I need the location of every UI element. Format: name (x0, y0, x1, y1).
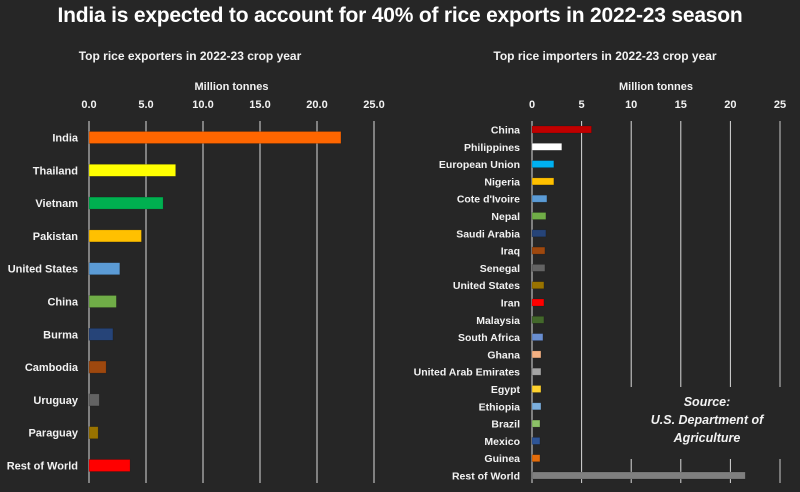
exporters-category-label: Vietnam (35, 198, 78, 210)
importers-category-label: Egypt (491, 384, 521, 396)
importers-tick-label: 20 (724, 99, 736, 111)
exporters-bar (88, 229, 142, 243)
importers-tick-label: 0 (529, 99, 535, 111)
importers-category-label: Ethiopia (479, 401, 521, 413)
importers-category-label: Brazil (491, 419, 520, 431)
importers-bar (531, 177, 555, 186)
importers-category-label: Senegal (480, 263, 520, 275)
importers-bar (531, 471, 746, 480)
exporters-tick-label: 5.0 (138, 99, 153, 111)
exporters-category-label: India (52, 133, 79, 145)
importers-category-label: Iraq (501, 246, 520, 258)
importers-category-label: Iran (501, 298, 520, 310)
importers-bar (531, 402, 542, 411)
importers-category-label: Ghana (487, 349, 520, 361)
importers-bar (531, 419, 541, 428)
main-title: India is expected to account for 40% of … (57, 4, 743, 27)
importers-bar (531, 264, 546, 272)
importers-category-label: Mexico (484, 436, 520, 448)
exporters-bar (88, 164, 176, 177)
importers-bar (531, 281, 545, 290)
importers-bar (531, 212, 547, 220)
importers-category-label: Cote d'Ivoire (457, 194, 520, 206)
exporters-category-label: United States (8, 264, 78, 276)
importers-bar (531, 194, 548, 203)
importers-chart-title: Top rice importers in 2022-23 crop year (493, 49, 717, 63)
importers-category-label: Rest of World (452, 471, 520, 483)
source-label: Source: (683, 395, 731, 409)
importers-bar (531, 143, 563, 151)
source-org-line1: U.S. Department of (650, 413, 764, 427)
importers-bar (531, 246, 546, 255)
exporters-category-label: Cambodia (25, 362, 79, 374)
exporters-tick-label: 10.0 (192, 99, 213, 111)
exporters-bar (88, 360, 107, 374)
importers-bar (531, 350, 542, 359)
exporters-tick-label: 0.0 (81, 99, 96, 111)
importers-axis-label: Million tonnes (619, 81, 693, 93)
importers-bar (531, 454, 541, 463)
importers-bar (531, 298, 545, 307)
exporters-category-label: China (47, 297, 78, 309)
exporters-category-label: Paraguay (28, 428, 78, 440)
importers-bar (531, 333, 544, 341)
importers-tick-label: 25 (774, 99, 786, 111)
importers-bar (531, 160, 555, 168)
exporters-category-label: Thailand (33, 165, 78, 177)
exporters-category-label: Burma (43, 329, 79, 341)
importers-category-label: United States (453, 280, 520, 292)
exporters-bar (88, 295, 117, 308)
importers-bar (531, 315, 545, 324)
importers-bar (531, 385, 542, 393)
exporters-chart: Million tonnes 0.0 5.0 10.0 15.0 20.0 25.0 Indi… (7, 81, 385, 483)
importers-category-label: Guinea (484, 453, 520, 465)
source-note: Source: U.S. Department of Agriculture (622, 387, 792, 459)
importers-category-label: Nepal (491, 211, 520, 223)
exporters-tick-label: 25.0 (363, 99, 384, 111)
importers-bar (531, 437, 541, 445)
importers-category-label: China (491, 125, 520, 137)
exporters-category-label: Pakistan (33, 231, 79, 243)
exporters-bar (88, 459, 131, 472)
importers-bar (531, 229, 547, 238)
importers-tick-label: 10 (625, 99, 637, 111)
exporters-chart-title: Top rice exporters in 2022-23 crop year (78, 49, 302, 63)
importers-category-label: European Union (439, 159, 520, 171)
importers-category-label: Philippines (464, 142, 520, 154)
importers-tick-label: 5 (579, 99, 585, 111)
importers-bar (531, 367, 542, 376)
importers-category-label: Nigeria (484, 176, 520, 188)
importers-category-label: Malaysia (476, 315, 520, 327)
exporters-tick-label: 15.0 (249, 99, 270, 111)
importers-category-label: South Africa (458, 332, 520, 344)
exporters-bar (88, 327, 114, 341)
source-org-line2: Agriculture (673, 431, 741, 445)
exporters-category-label: Uruguay (33, 395, 79, 407)
exporters-bar (88, 262, 121, 276)
exporters-axis-label: Million tonnes (195, 81, 269, 93)
exporters-bar (88, 393, 100, 407)
exporters-tick-label: 20.0 (306, 99, 327, 111)
importers-category-label: United Arab Emirates (414, 367, 521, 379)
importers-category-label: Saudi Arabia (456, 228, 520, 240)
exporters-bar (88, 426, 99, 440)
importers-bar (531, 125, 592, 134)
importers-tick-label: 15 (675, 99, 687, 111)
exporters-bar (88, 131, 342, 144)
exporters-category-label: Rest of World (7, 461, 78, 473)
exporters-bar (88, 196, 164, 210)
